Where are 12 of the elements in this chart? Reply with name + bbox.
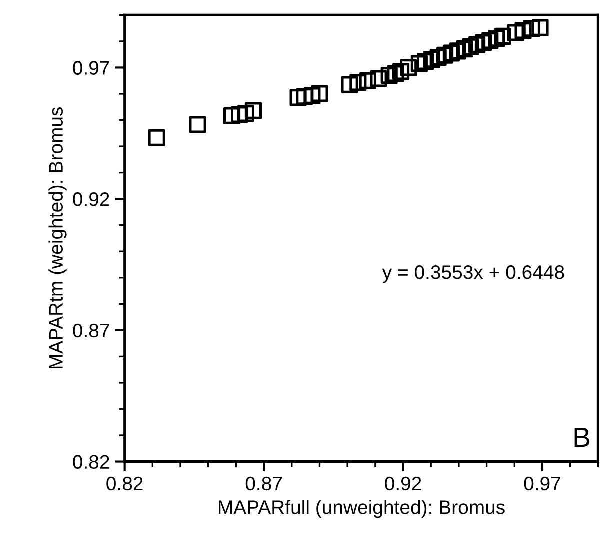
y-tick-label: 0.92 [73,192,110,206]
x-axis-title: MAPARfull (unweighted): Bromus [219,500,505,518]
x-tick-label: 0.87 [246,476,282,491]
x-tick-label: 0.92 [385,476,422,491]
x-tick-label: 0.97 [524,476,560,491]
annotation: B [574,428,590,448]
y-axis-title: MAPARtm (weighted): Bromus [48,108,67,369]
y-tick-label: 0.97 [73,61,110,75]
annotation: y = 0.3553x + 0.6448 [382,266,564,284]
y-tick-label: 0.82 [73,455,110,470]
x-tick-label: 0.82 [106,476,143,491]
y-tick-label: 0.87 [73,324,110,338]
